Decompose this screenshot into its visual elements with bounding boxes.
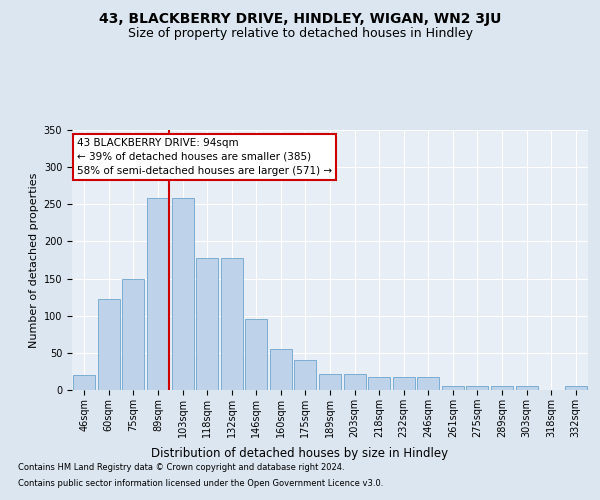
Bar: [295, 360, 316, 390]
Bar: [392, 378, 415, 390]
Bar: [442, 386, 464, 390]
Text: 43, BLACKBERRY DRIVE, HINDLEY, WIGAN, WN2 3JU: 43, BLACKBERRY DRIVE, HINDLEY, WIGAN, WN…: [99, 12, 501, 26]
Bar: [221, 258, 243, 390]
Text: 43 BLACKBERRY DRIVE: 94sqm
← 39% of detached houses are smaller (385)
58% of sem: 43 BLACKBERRY DRIVE: 94sqm ← 39% of deta…: [77, 138, 332, 176]
Y-axis label: Number of detached properties: Number of detached properties: [29, 172, 40, 348]
Bar: [368, 378, 390, 390]
Bar: [491, 386, 513, 390]
Bar: [122, 278, 145, 390]
Bar: [466, 386, 488, 390]
Bar: [515, 386, 538, 390]
Bar: [147, 198, 169, 390]
Bar: [98, 300, 120, 390]
Bar: [319, 374, 341, 390]
Bar: [270, 349, 292, 390]
Bar: [196, 258, 218, 390]
Bar: [344, 374, 365, 390]
Bar: [245, 320, 268, 390]
Bar: [73, 375, 95, 390]
Text: Distribution of detached houses by size in Hindley: Distribution of detached houses by size …: [151, 448, 449, 460]
Bar: [565, 386, 587, 390]
Text: Size of property relative to detached houses in Hindley: Size of property relative to detached ho…: [128, 28, 473, 40]
Bar: [172, 198, 194, 390]
Text: Contains public sector information licensed under the Open Government Licence v3: Contains public sector information licen…: [18, 478, 383, 488]
Bar: [417, 378, 439, 390]
Text: Contains HM Land Registry data © Crown copyright and database right 2024.: Contains HM Land Registry data © Crown c…: [18, 464, 344, 472]
